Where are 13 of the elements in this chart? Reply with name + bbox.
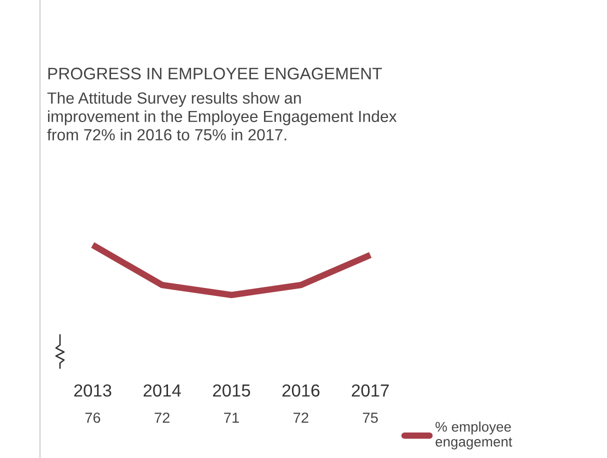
data-label: 71 [224,412,239,423]
data-label: 72 [294,412,308,423]
data-label: 72 [154,412,170,423]
x-tick-label: 2016 [282,384,320,397]
chart-subtitle: The Attitude Survey results show an improvement in the Employee Engagement Index from 72% in 2016 to 75% in 2017. [47,92,397,140]
x-tick-label: 2013 [74,384,112,397]
x-tick-label: 2017 [352,384,389,397]
chart-title: PROGRESS IN EMPLOYEE ENGAGEMENT [48,68,382,80]
legend-label: % employee engagement [436,422,512,450]
data-label: 75 [362,412,378,423]
x-tick-label: 2014 [144,384,181,397]
x-tick-label: 2015 [213,384,250,397]
data-label: 76 [85,412,100,423]
